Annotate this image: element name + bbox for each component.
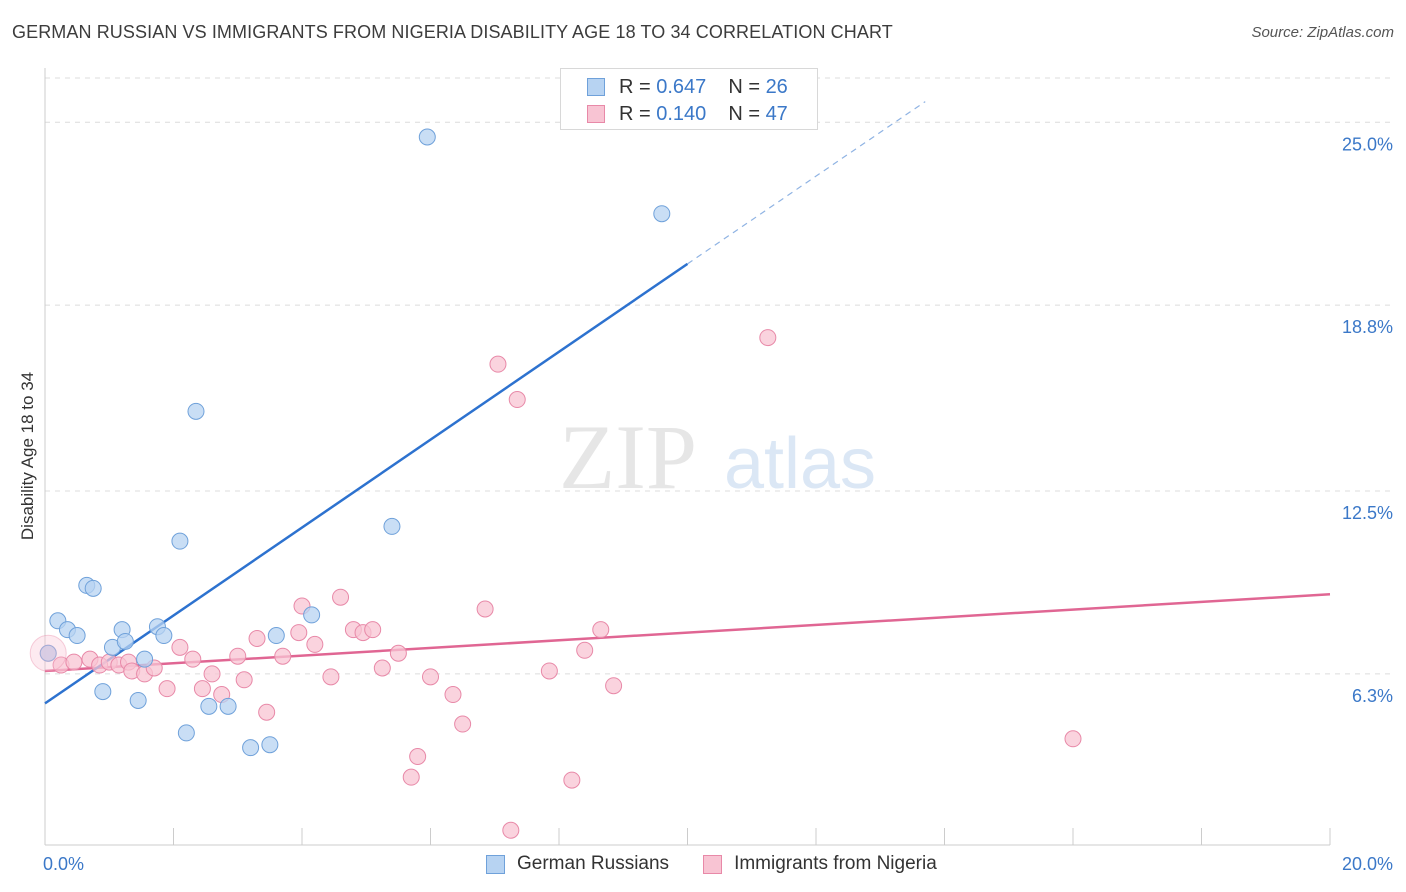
cluster-marker [29,634,67,672]
nigeria-point [235,671,253,689]
nigeria-point [508,391,526,409]
legend-r-value: 0.140 [656,102,707,125]
nigeria-trend-line [44,593,1331,673]
series-legend: German Russians Immigrants from Nigeria [486,852,971,876]
nigeria-point [229,647,247,665]
legend-r-label: R = [619,102,651,125]
nigeria-point [274,647,292,665]
nigeria-point [592,621,610,639]
legend-r-label: R = [619,75,651,98]
german-russian-point [155,627,173,645]
y-tick-label: 6.3% [1352,686,1393,706]
nigeria-point [171,638,189,656]
nigeria-point [422,668,439,686]
legend-swatch-pink [703,854,723,874]
german-russian-point [653,205,671,223]
nigeria-point [576,641,594,659]
nigeria-point [454,715,472,733]
german-russian-point [418,128,436,146]
x-tick-label: 0.0% [43,854,84,874]
nigeria-point [65,653,83,671]
legend-n-label: N = [728,75,760,98]
german-russian-point [171,532,189,550]
german-russian-point [68,627,86,645]
nigeria-point [158,680,176,698]
nigeria-point [203,665,221,683]
correlation-legend: R = 0.647 N = 26 R = 0.140 N = 47 [560,68,818,130]
german-russian-trend-extension [687,101,926,265]
nigeria-point [364,621,382,639]
german-russian-point [116,632,134,650]
legend-swatch-blue [587,78,605,96]
nigeria-point [290,624,308,642]
watermark: ZIP atlas [559,406,876,508]
legend-n-value: 47 [765,102,788,125]
nigeria-point [502,821,520,839]
y-tick-label: 12.5% [1342,503,1393,523]
german-russian-point [187,402,205,420]
nigeria-point [489,355,507,373]
german-russian-point [94,683,112,701]
nigeria-point [476,600,494,618]
nigeria-point [402,768,420,786]
legend-label: Immigrants from Nigeria [734,853,937,874]
legend-item-nigeria: Immigrants from Nigeria [703,853,937,875]
point-layer [29,128,1082,839]
legend-r-value: 0.647 [656,75,707,98]
nigeria-point [759,329,777,347]
watermark-zip: ZIP [559,406,697,508]
legend-row-german-russians: R = 0.647 N = 26 [587,75,788,99]
nigeria-point [373,659,391,677]
nigeria-point [306,635,324,653]
nigeria-point [248,630,266,647]
nigeria-point [540,662,558,680]
german-russian-point [219,697,237,715]
grid-layer [45,77,1395,675]
y-tick-label: 25.0% [1342,134,1393,154]
nigeria-point [409,748,427,765]
german-russian-point [242,739,260,757]
watermark-atlas: atlas [724,424,876,504]
german-russian-point [200,697,218,715]
legend-item-german-russians: German Russians [486,853,669,875]
german-russian-point [383,517,401,535]
german-russian-point [261,736,279,754]
nigeria-point [389,644,407,662]
nigeria-point [193,680,211,698]
nigeria-point [563,771,581,789]
trend-layer [44,101,1331,705]
nigeria-point [444,686,462,704]
axis-layer [44,68,1331,846]
legend-label: German Russians [517,853,670,874]
legend-swatch-blue [486,854,505,874]
nigeria-point [258,703,276,721]
chart-title: GERMAN RUSSIAN VS IMMIGRANTS FROM NIGERI… [12,22,893,42]
german-russian-point [84,579,102,597]
x-tick-label: 20.0% [1342,854,1393,874]
legend-n-label: N = [728,102,760,125]
german-russian-point [303,606,321,624]
y-axis-label: Disability Age 18 to 34 [18,371,37,541]
german-russian-point [129,691,147,709]
legend-swatch-pink [587,105,605,123]
y-tick-label: 18.8% [1342,317,1393,337]
legend-n-value: 26 [765,75,788,98]
german-russian-point [39,644,57,662]
german-russian-point [267,627,285,645]
source-label: Source: ZipAtlas.com [1251,24,1394,41]
tick-label-layer: 6.3% 12.5% 18.8% 25.0% 0.0% 20.0% [43,134,1393,874]
legend-row-nigeria: R = 0.140 N = 47 [587,102,788,126]
nigeria-point [184,650,202,668]
nigeria-point [1064,730,1082,748]
german-russian-point [177,724,195,742]
german-russian-point [136,650,154,668]
nigeria-point [332,588,350,606]
nigeria-point [322,668,340,686]
nigeria-point [605,677,623,695]
